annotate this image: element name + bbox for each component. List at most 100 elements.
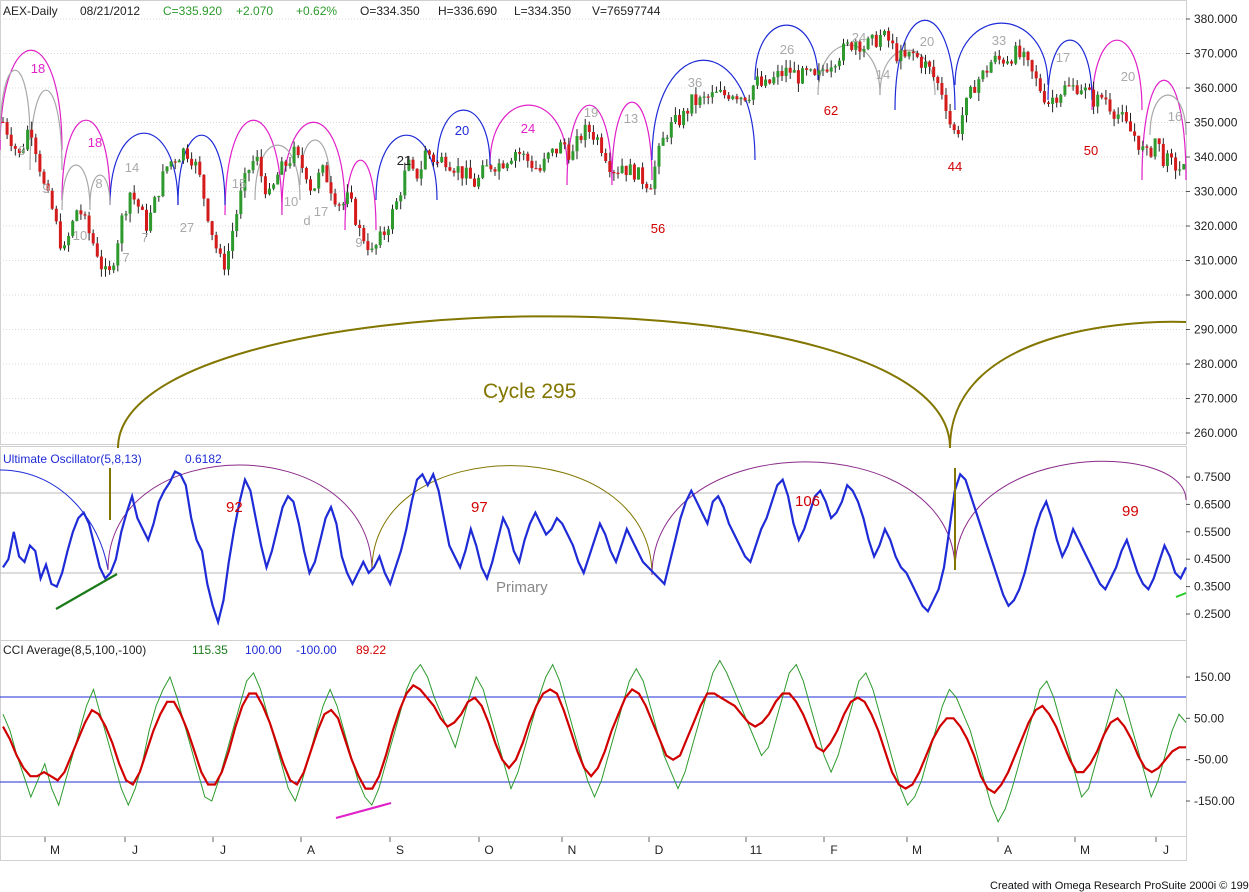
cci-title-v2: 100.00 xyxy=(245,643,282,657)
candle-down xyxy=(1067,85,1071,87)
cci-title-v1: 115.35 xyxy=(192,643,228,657)
candle-down xyxy=(1042,91,1046,103)
cycle-arc-blue xyxy=(177,134,226,206)
candle-up xyxy=(969,86,973,98)
candle-down xyxy=(140,206,144,210)
candle-down xyxy=(727,95,731,99)
candle-up xyxy=(288,163,292,166)
candle-down xyxy=(1010,61,1014,64)
candle-up xyxy=(1096,94,1100,107)
candle-up xyxy=(870,34,874,39)
candle-up xyxy=(509,160,513,164)
candle-down xyxy=(723,89,727,96)
candle-down xyxy=(1137,135,1141,150)
candle-up xyxy=(243,173,247,191)
candle-up xyxy=(1116,114,1120,119)
candle-down xyxy=(624,165,628,176)
candle-down xyxy=(768,79,772,84)
cycle-number-label: 18 xyxy=(31,61,45,76)
candle-down xyxy=(366,241,370,251)
candle-down xyxy=(304,167,308,180)
candle-down xyxy=(948,111,952,125)
osc-axis-label: 0.3500 xyxy=(1194,580,1231,594)
candle-down xyxy=(108,266,112,271)
candle-up xyxy=(829,67,833,72)
candle-up xyxy=(227,251,230,270)
osc-axis-label: 0.6500 xyxy=(1194,497,1231,511)
candle-down xyxy=(432,154,435,163)
cycle-number-label: 19 xyxy=(584,105,598,120)
candle-up xyxy=(776,71,780,78)
candle-up xyxy=(497,163,501,172)
price-axis-label: 380.000 xyxy=(1194,12,1238,26)
candle-down xyxy=(813,69,817,75)
candle-down xyxy=(743,97,747,101)
cycle-number-label: 18 xyxy=(88,135,102,150)
candle-up xyxy=(637,167,640,180)
candle-up xyxy=(657,145,661,167)
cycle-number-label: 10 xyxy=(284,194,298,209)
candle-up xyxy=(1071,85,1075,87)
candle-down xyxy=(444,156,448,168)
candle-up xyxy=(395,201,399,210)
candle-down xyxy=(296,146,300,156)
candle-down xyxy=(1,121,5,124)
candle-up xyxy=(481,165,485,178)
cycle-number-label: 27 xyxy=(180,220,194,235)
candle-up xyxy=(714,91,718,93)
candle-up xyxy=(456,166,460,173)
candle-down xyxy=(1018,45,1022,58)
osc-axis-label: 0.7500 xyxy=(1194,470,1231,484)
price-axis-label: 310.000 xyxy=(1194,254,1238,268)
candle-up xyxy=(977,79,981,93)
osc-cycle-arcs xyxy=(0,460,1187,576)
candle-down xyxy=(579,136,583,141)
candle-up xyxy=(1120,112,1124,115)
candle-up xyxy=(317,172,321,189)
month-label: A xyxy=(307,843,315,857)
candle-up xyxy=(673,114,677,123)
candle-up xyxy=(505,163,509,169)
cycle-arc-gray xyxy=(29,89,63,171)
candle-down xyxy=(136,199,140,207)
header-symbol: AEX-Daily xyxy=(3,4,58,18)
cycle-arc-magenta xyxy=(611,101,653,181)
candle-down xyxy=(858,41,862,52)
cycle-number-label: 17 xyxy=(1056,50,1070,65)
price-axis-label: 270.000 xyxy=(1194,392,1238,406)
cycle-arc-magenta xyxy=(0,49,63,151)
candle-up xyxy=(464,167,468,179)
candle-up xyxy=(550,148,554,153)
candle-down xyxy=(42,171,46,184)
candle-up xyxy=(809,69,813,71)
cycle-number-label: 15 xyxy=(232,176,246,191)
candle-down xyxy=(825,69,829,72)
cci-title-name: CCI Average(8,5,100,-100) xyxy=(3,643,146,657)
cycle-arc-blue xyxy=(754,24,819,81)
candle-down xyxy=(891,40,895,44)
candle-down xyxy=(1129,121,1132,132)
candle-up xyxy=(993,55,997,63)
candle-down xyxy=(973,86,977,93)
candle-down xyxy=(874,34,878,47)
candle-down xyxy=(1047,102,1050,104)
candlesticks[interactable] xyxy=(1,27,1186,277)
cci-axis-label: 50.00 xyxy=(1194,711,1224,725)
candle-up xyxy=(485,165,489,167)
candle-down xyxy=(1026,51,1030,61)
cycle-number-label: 20 xyxy=(1121,69,1135,84)
candle-up xyxy=(440,156,444,163)
candle-down xyxy=(452,170,456,173)
osc-arc-97 xyxy=(371,465,653,576)
candle-up xyxy=(878,35,882,47)
candle-up xyxy=(177,160,181,163)
cycle-number-label: 21 xyxy=(397,153,411,168)
cci-title-v3: -100.00 xyxy=(296,643,337,657)
price-axis-label: 340.000 xyxy=(1194,150,1238,164)
candle-up xyxy=(292,146,296,164)
candle-up xyxy=(862,49,866,52)
candle-up xyxy=(419,169,423,179)
candle-down xyxy=(448,167,452,171)
candle-down xyxy=(895,43,899,62)
